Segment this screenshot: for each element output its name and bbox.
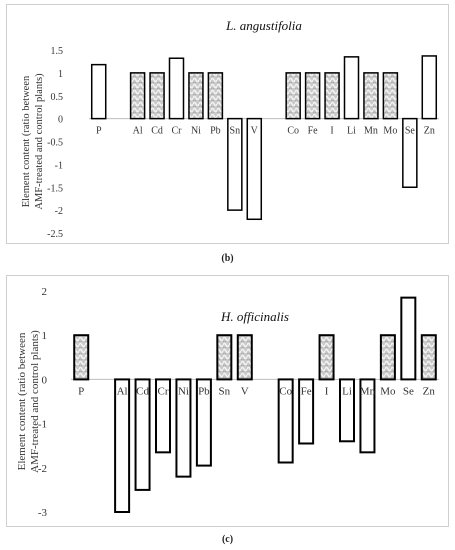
y-tick-label: 1.5 xyxy=(51,46,64,57)
bar-se xyxy=(402,117,418,188)
caption-b: (b) xyxy=(221,253,234,264)
y-tick-label: 0.5 xyxy=(51,92,64,103)
x-tick-label: Fe xyxy=(308,126,319,137)
bar-v xyxy=(246,117,263,221)
y-axis-label: Element content (ratio between xyxy=(16,332,28,470)
y-tick-label: -2 xyxy=(38,463,47,475)
x-tick-label: Mn xyxy=(364,126,378,137)
bar-sn xyxy=(216,334,233,381)
bar-co xyxy=(277,378,294,464)
x-tick-label: Zn xyxy=(423,385,436,397)
y-tick-label: -1.5 xyxy=(47,183,63,194)
x-tick-label: Zn xyxy=(424,126,435,137)
x-tick-label: Cr xyxy=(158,385,169,397)
bar-zn xyxy=(421,55,438,120)
x-tick-label: Cr xyxy=(172,126,183,137)
bar-ni xyxy=(175,378,192,478)
bar-cd xyxy=(149,72,165,120)
bar-se xyxy=(400,296,417,381)
bar-cr xyxy=(155,378,171,454)
bar-li xyxy=(343,56,360,120)
x-tick-label: Pb xyxy=(210,126,221,137)
y-tick-label: 0 xyxy=(42,374,48,386)
bar-p xyxy=(73,334,90,381)
y-tick-label: -0.5 xyxy=(47,138,63,149)
bar-cr xyxy=(168,57,185,120)
y-axis-label: Element content (ratio between xyxy=(21,75,32,207)
x-tick-label: Mo xyxy=(383,126,397,137)
bar-pb xyxy=(207,72,224,120)
chart-panel-c: H. officinalis Element content (ratio bet… xyxy=(6,275,449,527)
bar-mo xyxy=(379,334,396,381)
y-tick-label: -2.5 xyxy=(47,229,63,240)
bar-i xyxy=(318,334,335,381)
chart-c-svg: H. officinalis Element content (ratio bet… xyxy=(16,286,439,519)
y-tick-label: 2 xyxy=(42,286,48,298)
bar-mn xyxy=(359,378,376,454)
bar-al xyxy=(129,72,146,120)
caption-c: (c) xyxy=(221,534,234,545)
x-tick-label: Li xyxy=(347,126,356,137)
bar-zn xyxy=(420,334,437,381)
bar-fe xyxy=(304,72,321,120)
bar-pb xyxy=(195,378,212,467)
y-axis-label: AMF-treated and control plants) xyxy=(34,73,45,210)
x-tick-label: V xyxy=(251,126,259,137)
x-tick-label: I xyxy=(330,126,333,137)
y-tick-label: -3 xyxy=(38,507,48,519)
bar-p xyxy=(90,63,107,120)
x-tick-label: V xyxy=(241,385,249,397)
x-tick-label: Sn xyxy=(230,126,241,137)
bar-cd xyxy=(134,378,151,491)
y-tick-label: -2 xyxy=(55,206,63,217)
x-tick-label: Co xyxy=(279,385,292,397)
x-tick-label: Al xyxy=(117,385,128,397)
bar-al xyxy=(114,378,131,514)
y-tick-label: 0 xyxy=(58,115,63,126)
x-tick-label: Se xyxy=(403,385,414,397)
x-tick-label: Sn xyxy=(219,385,231,397)
x-tick-label: Cd xyxy=(151,126,163,137)
bar-li xyxy=(339,378,355,443)
bar-co xyxy=(285,72,301,120)
bar-mo xyxy=(382,72,399,120)
bar-sn xyxy=(227,117,243,211)
x-tick-label: Co xyxy=(287,126,299,137)
x-tick-label: Mo xyxy=(380,385,396,397)
chart-panel-b: L. angustifolia Element content (ratio be… xyxy=(6,4,449,244)
x-tick-label: Fe xyxy=(301,385,312,397)
x-tick-label: Se xyxy=(405,126,416,137)
x-tick-label: Pb xyxy=(198,385,210,397)
y-axis-label: AMF-treated and control plants) xyxy=(29,330,41,473)
y-tick-label: -1 xyxy=(38,419,47,431)
x-tick-label: P xyxy=(96,126,102,137)
x-tick-label: Cd xyxy=(136,385,149,397)
x-tick-label: Mn xyxy=(360,385,376,397)
chart-title: H. officinalis xyxy=(220,309,289,324)
y-tick-label: 1 xyxy=(58,69,63,80)
bar-i xyxy=(324,72,340,120)
x-tick-label: P xyxy=(78,385,84,397)
chart-b-svg: L. angustifolia Element content (ratio be… xyxy=(21,18,439,240)
x-tick-label: Al xyxy=(133,126,143,137)
bar-mn xyxy=(363,72,379,120)
chart-title: L. angustifolia xyxy=(225,18,302,33)
bar-ni xyxy=(188,72,204,120)
x-tick-label: Li xyxy=(342,385,352,397)
x-tick-label: I xyxy=(325,385,329,397)
y-tick-label: -1 xyxy=(55,160,63,171)
bar-fe xyxy=(298,378,315,445)
bar-v xyxy=(236,334,253,381)
x-tick-label: Ni xyxy=(178,385,189,397)
x-tick-label: Ni xyxy=(191,126,201,137)
y-tick-label: 1 xyxy=(42,330,48,342)
